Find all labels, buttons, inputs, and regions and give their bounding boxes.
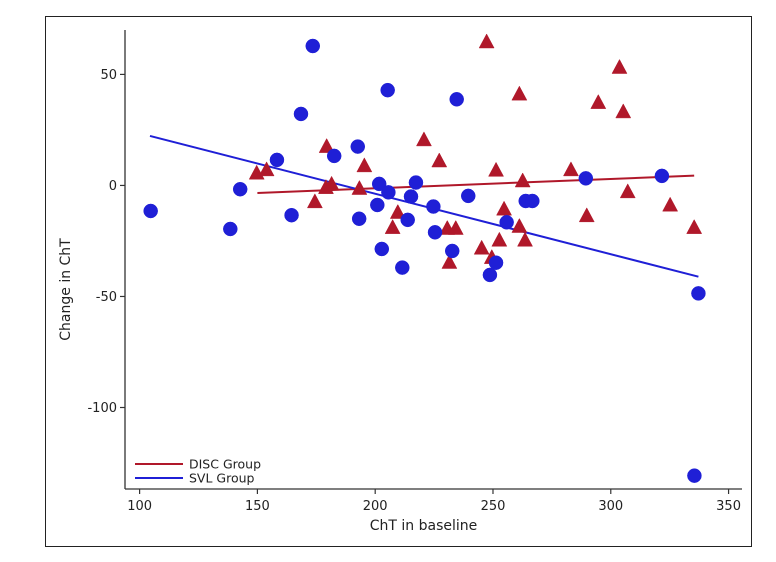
data-point-svl [426, 199, 441, 214]
data-point-disc [478, 33, 495, 49]
data-point-disc [416, 131, 432, 147]
data-point-svl [269, 152, 285, 168]
data-point-svl [223, 221, 238, 237]
x-tick-label: 200 [363, 499, 388, 514]
data-point-svl [687, 468, 702, 483]
data-point-svl [232, 181, 248, 197]
data-point-disc [473, 239, 490, 255]
data-point-svl [305, 38, 321, 54]
x-axis-title: ChT in baseline [370, 518, 478, 534]
data-point-disc [578, 207, 595, 223]
data-point-svl [395, 260, 410, 275]
x-tick-label: 300 [598, 499, 623, 514]
fit-lines [149, 134, 699, 278]
data-point-svl [284, 207, 299, 223]
data-point-disc [447, 219, 464, 235]
y-tick-label: -100 [87, 401, 117, 416]
data-point-svl [380, 82, 395, 98]
data-point-svl [654, 168, 670, 184]
legend-label-svl: SVL Group [189, 471, 255, 486]
x-tick-label: 350 [716, 499, 741, 514]
data-point-svl [326, 148, 342, 164]
data-point-svl [691, 286, 706, 301]
x-tick-label: 250 [481, 499, 506, 514]
data-point-svl [350, 139, 366, 154]
data-point-svl [488, 255, 504, 270]
figure-frame [45, 16, 752, 547]
y-tick-label: 0 [109, 179, 117, 194]
data-point-disc [517, 231, 533, 247]
data-point-svl [143, 203, 158, 219]
data-point-disc [351, 180, 368, 195]
y-tick-label: -50 [96, 290, 117, 305]
data-point-svl [460, 188, 476, 204]
data-point-disc [441, 253, 458, 269]
x-tick-label: 150 [245, 499, 270, 514]
data-point-disc [686, 219, 703, 234]
data-point-disc [431, 152, 448, 168]
data-point-disc [258, 161, 275, 177]
legend-label-disc: DISC Group [189, 457, 261, 472]
legend: DISC Group SVL Group [135, 457, 261, 486]
data-point-svl [381, 185, 396, 200]
data-point-disc [491, 231, 508, 247]
data-point-disc [389, 203, 406, 219]
data-point-disc [488, 161, 504, 177]
data-point-svl [525, 193, 540, 209]
data-point-disc [306, 193, 323, 209]
data-point-disc [323, 175, 340, 191]
data-point-svl [371, 176, 387, 192]
y-axis-title: Change in ChT [58, 238, 74, 341]
data-point-svl [444, 243, 460, 259]
x-tick-label: 100 [127, 499, 152, 514]
y-ticks: 50 0 -50 -100 [87, 68, 125, 416]
data-points [143, 33, 706, 483]
axes [124, 30, 742, 490]
y-tick-label: 50 [100, 68, 117, 83]
data-point-disc [611, 58, 628, 74]
data-point-disc [590, 94, 607, 109]
data-point-disc [356, 157, 373, 173]
data-point-disc [662, 196, 679, 212]
data-point-disc [514, 172, 531, 188]
data-point-svl [370, 197, 385, 213]
data-point-disc [615, 103, 632, 119]
data-point-svl [400, 212, 415, 228]
data-point-svl [482, 267, 498, 283]
data-point-disc [496, 200, 512, 216]
data-point-disc [384, 219, 401, 234]
data-point-svl [403, 189, 419, 204]
data-point-disc [511, 85, 528, 101]
data-point-disc [318, 138, 335, 153]
data-point-disc [511, 217, 528, 233]
data-point-disc [563, 161, 579, 177]
fit-line-svl-group [149, 134, 699, 278]
data-point-svl [499, 215, 514, 230]
data-point-svl [408, 175, 424, 190]
data-point-svl [374, 241, 390, 257]
data-point-svl [293, 106, 309, 122]
data-point-svl [351, 211, 367, 227]
data-point-svl [578, 171, 594, 186]
data-point-disc [619, 183, 636, 199]
x-ticks: 100 150 200 250 300 350 [127, 489, 741, 514]
data-point-svl [449, 92, 464, 107]
data-point-svl [427, 225, 443, 240]
